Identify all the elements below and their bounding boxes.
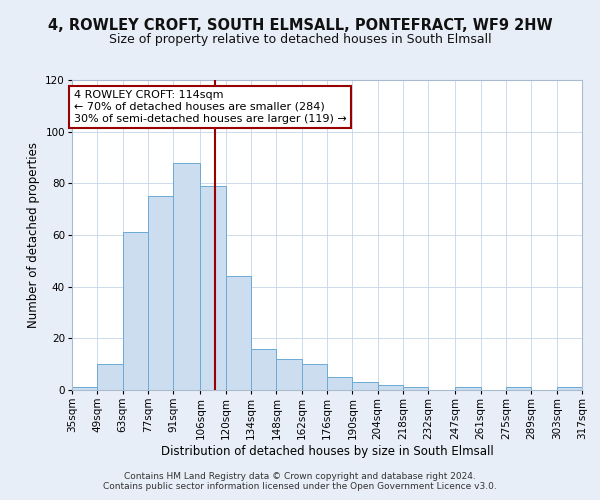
X-axis label: Distribution of detached houses by size in South Elmsall: Distribution of detached houses by size … xyxy=(161,444,493,458)
Y-axis label: Number of detached properties: Number of detached properties xyxy=(27,142,40,328)
Bar xyxy=(226,276,251,390)
Bar xyxy=(277,359,302,390)
Bar xyxy=(506,388,532,390)
Bar xyxy=(173,162,200,390)
Text: Contains HM Land Registry data © Crown copyright and database right 2024.: Contains HM Land Registry data © Crown c… xyxy=(124,472,476,481)
Bar xyxy=(97,364,122,390)
Text: 4 ROWLEY CROFT: 114sqm
← 70% of detached houses are smaller (284)
30% of semi-de: 4 ROWLEY CROFT: 114sqm ← 70% of detached… xyxy=(74,90,347,124)
Bar xyxy=(403,388,428,390)
Bar xyxy=(455,388,481,390)
Bar xyxy=(302,364,327,390)
Text: 4, ROWLEY CROFT, SOUTH ELMSALL, PONTEFRACT, WF9 2HW: 4, ROWLEY CROFT, SOUTH ELMSALL, PONTEFRA… xyxy=(47,18,553,32)
Bar xyxy=(122,232,148,390)
Bar xyxy=(352,382,377,390)
Bar xyxy=(200,186,226,390)
Bar xyxy=(72,388,97,390)
Text: Size of property relative to detached houses in South Elmsall: Size of property relative to detached ho… xyxy=(109,32,491,46)
Bar xyxy=(327,377,352,390)
Bar xyxy=(148,196,173,390)
Bar xyxy=(377,385,403,390)
Bar xyxy=(251,348,277,390)
Bar xyxy=(557,388,582,390)
Text: Contains public sector information licensed under the Open Government Licence v3: Contains public sector information licen… xyxy=(103,482,497,491)
